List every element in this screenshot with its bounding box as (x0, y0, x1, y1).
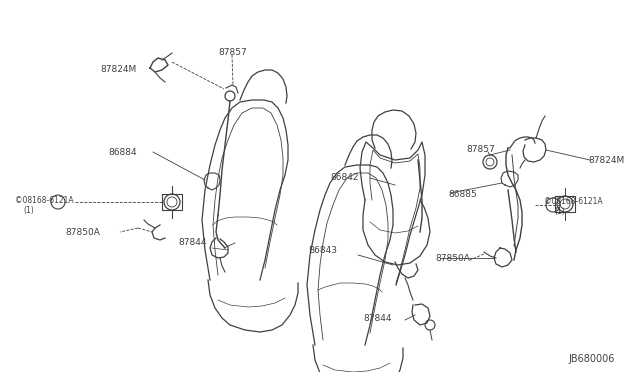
Text: JB680006: JB680006 (568, 354, 615, 364)
Text: 87824M: 87824M (100, 65, 136, 74)
Text: 87850A: 87850A (65, 228, 100, 237)
Text: 87857: 87857 (466, 145, 495, 154)
Text: 86842: 86842 (330, 173, 358, 182)
Text: 86884: 86884 (108, 148, 136, 157)
Text: (1): (1) (554, 207, 564, 216)
Text: B6843: B6843 (308, 246, 337, 255)
Text: 87824M: 87824M (588, 156, 624, 165)
Text: ©08168-6121A: ©08168-6121A (15, 196, 74, 205)
Text: 87844: 87844 (178, 238, 207, 247)
Text: 87844: 87844 (363, 314, 392, 323)
Text: 86885: 86885 (448, 190, 477, 199)
Text: 87850A: 87850A (435, 254, 470, 263)
Text: ©08168-6121A: ©08168-6121A (544, 197, 603, 206)
Text: (1): (1) (23, 206, 34, 215)
Text: 87857: 87857 (218, 48, 247, 57)
